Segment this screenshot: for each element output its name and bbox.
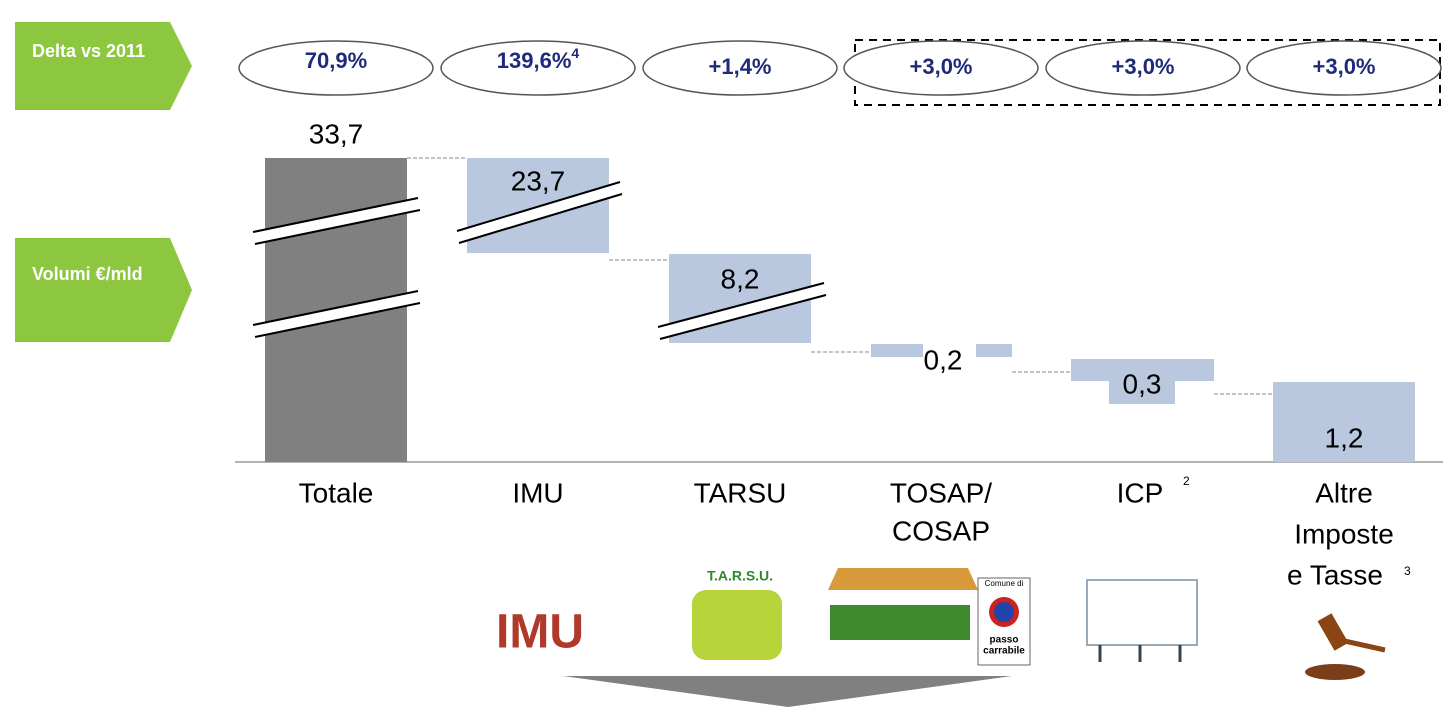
side-label: Volumi €/mld [32,264,143,284]
icon-tosap: Comune di passo carrabile [828,568,1031,666]
icon-text: carrabile [983,646,1025,657]
delta-ellipse [238,40,434,96]
delta-label: +3,0% [910,54,973,79]
category-label: Altre [1315,477,1373,508]
footnote: 2 [1183,474,1190,488]
value-label: 1,2 [1325,422,1364,453]
bottom-arrow [563,676,1012,707]
delta-value: +3,0% [1112,54,1175,79]
icon-shape [692,590,782,660]
delta-value: 139,6% [497,48,572,73]
delta-ellipse [1045,40,1241,96]
category-label: e Tasse [1287,559,1383,590]
icon-text: T.A.R.S.U. [707,568,773,584]
value-label: 0,3 [1123,368,1162,399]
delta-label: +1,4% [709,54,772,79]
icon-text: Comune di [985,579,1024,588]
bar [1109,381,1175,404]
bar [1273,382,1415,462]
axis-breaks [252,181,827,340]
category-label: TARSU [694,477,787,508]
delta-ellipse [1246,40,1442,96]
side-label: Delta vs 2011 [32,41,145,61]
value-label: 0,2 [924,344,963,375]
delta-value: +3,0% [910,54,973,79]
side-label-text: Delta vs 2011 [32,41,145,61]
side-arrow [15,22,192,110]
icon-text: passo [990,635,1019,646]
icon-tarsu: T.A.R.S.U. [692,568,782,660]
category-label: Imposte [1294,518,1394,549]
delta-ellipse [642,40,838,96]
icon-imu: IMU [496,606,584,659]
delta-label: +3,0% [1313,54,1376,79]
category-label: Totale [299,477,374,508]
delta-row: 70,9% 139,6%4 +1,4% +3,0% +3,0% +3,0% [238,40,1442,96]
footnote: 4 [571,45,579,61]
value-label: 23,7 [511,165,566,196]
category-label: COSAP [892,515,990,546]
category-label: IMU [512,477,563,508]
footnote: 3 [1404,564,1411,578]
category-label: TOSAP/ [890,477,992,508]
side-arrow [15,238,192,342]
delta-value: +1,4% [709,54,772,79]
delta-label: 70,9% [305,48,367,73]
value-label: 8,2 [721,263,760,294]
delta-label: +3,0% [1112,54,1175,79]
category-label: ICP [1117,477,1164,508]
delta-value: +3,0% [1313,54,1376,79]
delta-ellipse [440,40,636,96]
value-label: 33,7 [309,118,364,149]
delta-label: 139,6%4 [497,45,580,73]
bar [1071,359,1214,381]
icon-text: IMU [496,606,584,659]
delta-ellipse [843,40,1039,96]
side-label-text: Volumi €/mld [32,264,143,284]
bar [976,344,1012,357]
delta-value: 70,9% [305,48,367,73]
icon-icp [1086,579,1198,662]
icon-gavel [1305,613,1386,680]
bar [871,344,923,357]
